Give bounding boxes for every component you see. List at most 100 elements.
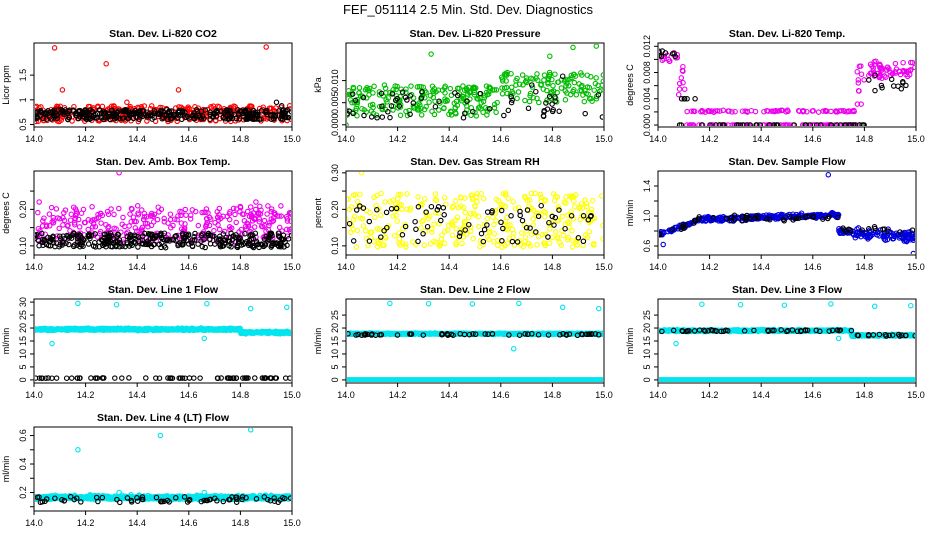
data-point (472, 331, 479, 337)
data-point (230, 205, 237, 212)
data-point (506, 332, 512, 338)
data-point (457, 194, 464, 201)
data-point (256, 116, 263, 123)
data-point (185, 231, 192, 238)
data-point (154, 216, 161, 223)
data-point (143, 213, 150, 220)
data-point (859, 227, 865, 233)
data-point (397, 104, 404, 110)
data-point (522, 234, 529, 241)
data-point (542, 197, 549, 203)
data-point (659, 53, 662, 59)
data-point (198, 238, 204, 244)
data-point (91, 217, 98, 223)
data-point (866, 77, 872, 83)
data-point (848, 227, 854, 234)
data-point (552, 94, 558, 100)
data-point (155, 110, 161, 117)
data-point (784, 107, 791, 113)
data-point (580, 213, 587, 219)
data-point (512, 205, 519, 212)
data-point (452, 90, 458, 96)
data-point (456, 85, 462, 92)
data-point (71, 242, 78, 248)
data-point (249, 243, 256, 250)
data-point (371, 194, 377, 201)
data-point (763, 216, 770, 222)
data-point (361, 112, 367, 119)
data-point (111, 113, 118, 119)
data-point (132, 225, 139, 231)
data-point (560, 232, 567, 239)
data-point (443, 201, 449, 207)
data-point (37, 113, 43, 119)
data-point (75, 216, 82, 223)
panel-data (35, 300, 291, 381)
data-point (412, 218, 418, 225)
data-point (499, 78, 506, 84)
data-point (85, 109, 92, 116)
data-point (347, 220, 353, 227)
data-point (394, 83, 400, 90)
data-point (825, 172, 832, 178)
data-point (731, 212, 738, 219)
data-point (660, 241, 666, 248)
data-point (77, 241, 83, 247)
y-axis-label: degrees C (625, 64, 635, 106)
data-point (116, 172, 122, 176)
data-point (221, 237, 228, 243)
data-point (592, 80, 599, 87)
data-point (600, 236, 603, 242)
data-point (140, 108, 147, 114)
data-point (514, 95, 520, 102)
data-point (350, 226, 356, 233)
data-point (872, 87, 878, 94)
y-tick-label: 0.10 (18, 237, 28, 255)
data-point (562, 97, 569, 103)
data-point (347, 107, 350, 113)
data-point (519, 72, 526, 78)
data-point (62, 207, 69, 213)
data-point (272, 375, 279, 381)
data-point (799, 122, 806, 126)
data-point (63, 375, 70, 381)
data-point (732, 108, 738, 115)
data-point (676, 80, 683, 87)
data-point (220, 115, 226, 121)
data-point (175, 108, 182, 115)
data-point (199, 243, 206, 250)
y-tick-label: 25 (18, 310, 28, 320)
data-point (840, 225, 846, 231)
data-point (127, 234, 134, 240)
data-point (388, 103, 395, 109)
data-point (565, 212, 571, 218)
data-point (53, 240, 60, 246)
data-point (555, 204, 562, 210)
data-point (379, 103, 385, 110)
data-point (226, 375, 232, 381)
data-point (379, 106, 386, 113)
y-tick-label: 0.20 (330, 201, 340, 219)
data-point (527, 225, 533, 231)
data-point (498, 219, 504, 226)
data-point (288, 109, 291, 115)
data-point (462, 209, 469, 216)
data-point (39, 239, 46, 246)
data-point (522, 195, 529, 201)
data-point (233, 206, 240, 212)
data-point (40, 218, 46, 224)
data-point (258, 223, 265, 230)
data-point (124, 233, 130, 240)
data-point (499, 238, 505, 244)
x-axis: 14.0 14.2 14.4 14.6 14.8 15.0 (649, 127, 925, 144)
x-tick-label: 15.0 (595, 134, 613, 144)
x-tick-label: 15.0 (595, 262, 613, 272)
data-point (360, 205, 367, 211)
panel-data (35, 172, 291, 251)
data-point (268, 112, 274, 118)
data-point (586, 331, 593, 337)
data-point (520, 243, 527, 250)
data-point (522, 97, 528, 104)
data-point (810, 108, 816, 114)
data-point (124, 99, 130, 106)
